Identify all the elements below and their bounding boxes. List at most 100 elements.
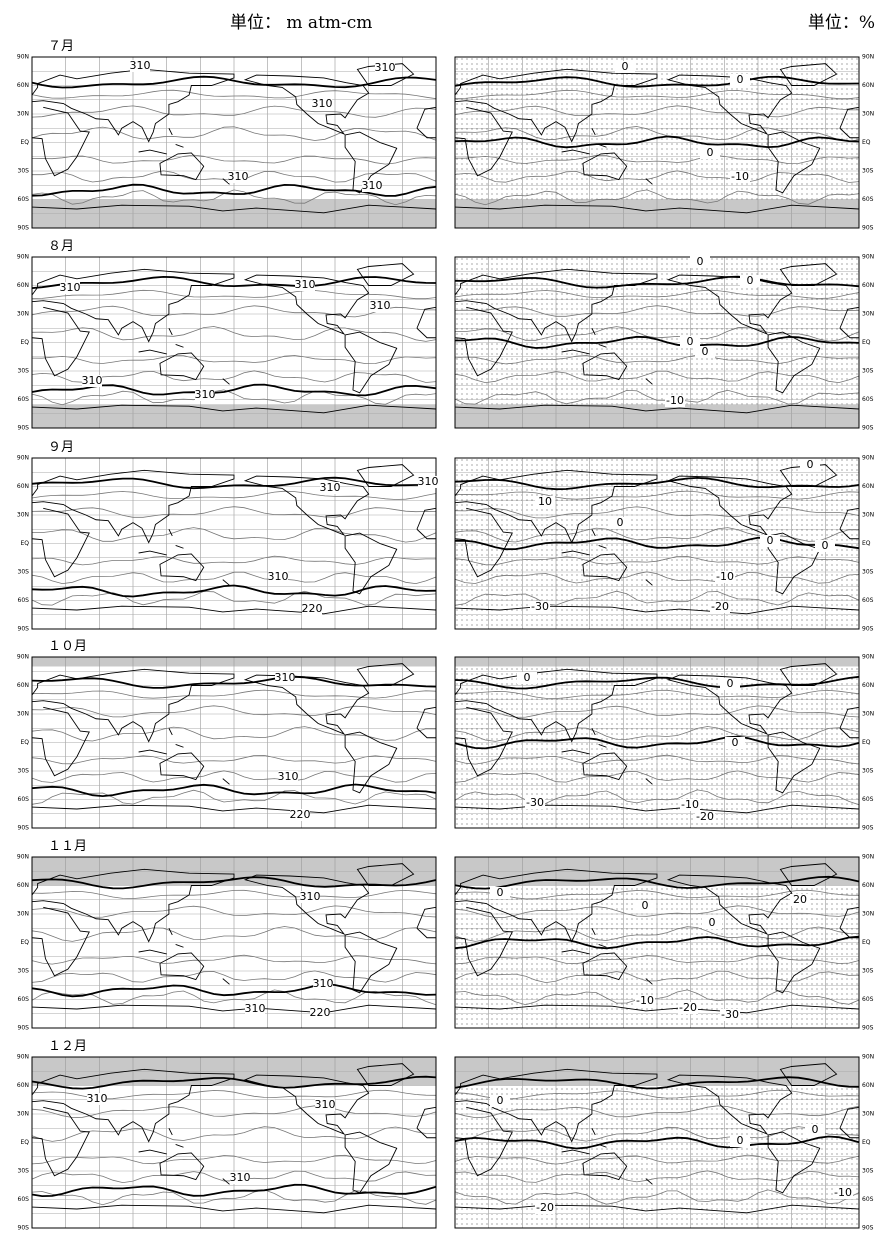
contour — [454, 506, 860, 519]
left-unit: 単位： m atm-cm — [230, 13, 372, 33]
contour — [31, 905, 437, 918]
map-frame — [454, 1056, 860, 1229]
latitude-label: 30N — [17, 1111, 29, 1118]
contour — [31, 154, 437, 165]
contour-label: 10 — [538, 495, 552, 508]
latitude-label: EQ — [20, 939, 29, 946]
latitude-label: 30N — [862, 311, 874, 318]
month-label: ７月 — [48, 39, 74, 54]
latitude-label: EQ — [20, 339, 29, 346]
contour-bold — [31, 75, 437, 89]
contour — [31, 527, 437, 543]
contour-label-bg — [710, 601, 730, 613]
contour-label: 310 — [418, 475, 439, 488]
map-frame — [31, 1056, 437, 1229]
contour-label-bg — [82, 375, 102, 387]
contour-bold — [454, 875, 860, 890]
month-label: １１月 — [48, 839, 87, 854]
latitude-label: 60N — [862, 1082, 874, 1089]
contour — [454, 555, 860, 566]
map-frame — [31, 457, 437, 630]
latitude-label: 60N — [17, 1082, 29, 1089]
latitude-label: 60S — [18, 196, 30, 203]
latitude-label: 90N — [17, 854, 29, 861]
contour-label: 0 — [702, 345, 709, 358]
contour-label-bg — [245, 1003, 265, 1015]
contour — [454, 1189, 860, 1205]
contour-bold — [31, 275, 437, 289]
contour-label-bg — [690, 256, 710, 268]
contour-label-bg — [615, 61, 635, 73]
latitude-label: 60S — [862, 196, 874, 203]
contour-label-bg — [702, 917, 722, 929]
contour-bold — [454, 135, 860, 149]
latitude-label: 30S — [18, 168, 30, 175]
contour — [454, 1170, 860, 1183]
latitude-label: 30S — [862, 168, 874, 175]
month-label: ８月 — [48, 239, 74, 254]
contour — [454, 170, 860, 183]
latitude-label: 30S — [18, 768, 30, 775]
right-map: 90N 60N 30N EQ 30S 60S 90S — [454, 854, 874, 1032]
latitude-label: 30N — [17, 911, 29, 918]
contour — [454, 305, 860, 317]
contour-label: 310 — [82, 374, 103, 387]
contour-label-bg — [720, 678, 740, 690]
right-map: 90N 60N 30N EQ 30S 60S 90S — [454, 654, 874, 832]
contour — [454, 1089, 860, 1100]
contour-label-bg — [535, 1202, 555, 1214]
latitude-label: 90N — [17, 54, 29, 61]
latitude-label: 30S — [862, 569, 874, 576]
latitude-label: 30S — [862, 968, 874, 975]
contour — [31, 555, 436, 566]
contour-label-bg — [725, 737, 745, 749]
contour-label-bg — [310, 1007, 330, 1019]
contour-label: 310 — [313, 977, 334, 990]
left-map: 90N 60N 30N EQ 30S 60S 90S — [17, 854, 437, 1032]
contour-label: 0 — [812, 1123, 819, 1136]
contour-label-bg — [695, 811, 715, 823]
contour-label: 20 — [793, 893, 807, 906]
contour-bold — [31, 983, 437, 998]
contour-label-bg — [680, 799, 700, 811]
left-map: 90N 60N 30N EQ 30S 60S 90S — [17, 254, 437, 432]
contour-label-bg — [815, 540, 835, 552]
contour-label-bg — [635, 900, 655, 912]
contour — [31, 590, 437, 606]
latitude-label: 60S — [18, 796, 30, 803]
map-frame — [454, 256, 860, 429]
contour — [454, 370, 860, 384]
latitude-label: 60S — [862, 1196, 874, 1203]
map-frame — [31, 56, 437, 229]
latitude-label: 60N — [862, 882, 874, 889]
latitude-label: 30N — [862, 911, 874, 918]
contour-bold — [454, 735, 860, 750]
latitude-label: EQ — [862, 739, 871, 746]
latitude-label: 30N — [862, 1111, 874, 1118]
latitude-label: 60S — [862, 796, 874, 803]
contour-label-bg — [695, 346, 715, 358]
contour-label-bg — [635, 995, 655, 1007]
contour — [454, 89, 860, 100]
contour — [31, 1154, 437, 1165]
contour-label: -30 — [721, 1008, 739, 1021]
latitude-label: 90N — [862, 654, 874, 661]
contour-label-bg — [195, 389, 215, 401]
latitude-label: 30S — [862, 1168, 874, 1175]
contour — [31, 689, 437, 699]
contour — [31, 189, 437, 206]
right-map: 90N 60N 30N EQ 30S 60S 90S — [454, 254, 874, 432]
contour-label-bg — [60, 282, 80, 294]
contour — [31, 105, 437, 118]
latitude-label: 90S — [862, 425, 874, 432]
contour-label-bg — [517, 672, 537, 684]
left-map: 90N 60N 30N EQ 30S 60S 90S — [17, 1054, 437, 1232]
contour — [31, 389, 437, 406]
contour-label: -30 — [531, 600, 549, 613]
latitude-label: 60S — [18, 396, 30, 403]
contour — [31, 354, 437, 365]
latitude-label: 30N — [862, 711, 874, 718]
contour-label-bg — [275, 672, 295, 684]
contour — [454, 590, 860, 606]
contour-label: -10 — [666, 394, 684, 407]
